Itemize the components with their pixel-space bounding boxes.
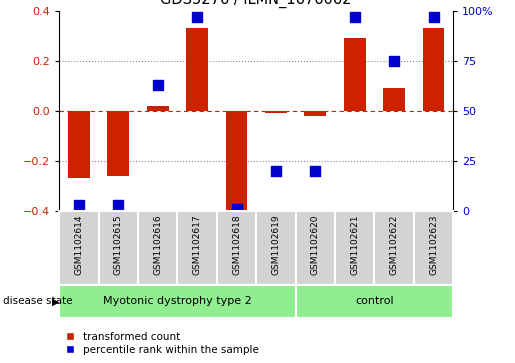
Text: GSM1102616: GSM1102616	[153, 214, 162, 275]
Bar	[296, 285, 453, 318]
Bar	[256, 211, 296, 285]
Point	[430, 14, 438, 20]
Text: GSM1102621: GSM1102621	[350, 214, 359, 275]
Point	[232, 205, 241, 211]
Text: control: control	[355, 296, 393, 306]
Bar	[147, 106, 168, 111]
Text: GSM1102614: GSM1102614	[75, 214, 83, 275]
Point	[272, 168, 280, 174]
Bar	[59, 285, 296, 318]
Bar	[296, 211, 335, 285]
Point	[114, 202, 123, 208]
Point	[75, 202, 83, 208]
Text: GSM1102615: GSM1102615	[114, 214, 123, 275]
Bar	[383, 88, 405, 111]
Bar	[344, 38, 366, 111]
Title: GDS5276 / ILMN_1676062: GDS5276 / ILMN_1676062	[161, 0, 352, 8]
Point	[153, 82, 162, 87]
Point	[311, 168, 319, 174]
Bar	[138, 211, 177, 285]
Bar	[108, 111, 129, 176]
Bar	[423, 28, 444, 111]
Bar	[186, 28, 208, 111]
Bar	[304, 111, 326, 116]
Bar	[217, 211, 256, 285]
Text: GSM1102619: GSM1102619	[271, 214, 280, 275]
Text: GSM1102622: GSM1102622	[390, 214, 399, 275]
Bar	[335, 211, 374, 285]
Bar	[374, 211, 414, 285]
Point	[390, 58, 398, 64]
Bar	[99, 211, 138, 285]
Bar	[265, 111, 287, 113]
Point	[193, 14, 201, 20]
Bar	[226, 111, 247, 211]
Text: disease state: disease state	[3, 296, 72, 306]
Bar	[59, 211, 99, 285]
Bar	[177, 211, 217, 285]
Text: GSM1102620: GSM1102620	[311, 214, 320, 275]
Bar	[68, 111, 90, 178]
Text: Myotonic dystrophy type 2: Myotonic dystrophy type 2	[103, 296, 252, 306]
Point	[351, 14, 359, 20]
Text: GSM1102617: GSM1102617	[193, 214, 201, 275]
Text: ▶: ▶	[52, 296, 59, 306]
Bar	[414, 211, 453, 285]
Text: GSM1102623: GSM1102623	[429, 214, 438, 275]
Legend: transformed count, percentile rank within the sample: transformed count, percentile rank withi…	[64, 332, 259, 355]
Text: GSM1102618: GSM1102618	[232, 214, 241, 275]
